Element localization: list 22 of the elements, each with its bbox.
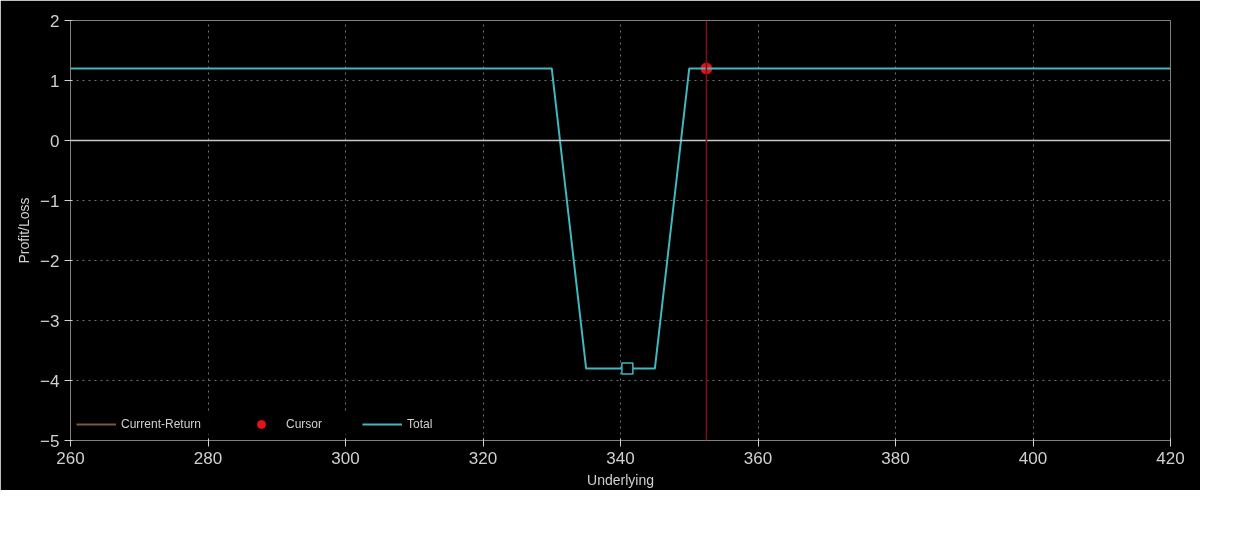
y-tick-label: 0 xyxy=(50,131,60,151)
x-tick-label: 380 xyxy=(881,448,910,468)
y-tick-label: −1 xyxy=(40,191,60,211)
x-axis-title: Underlying xyxy=(587,471,654,488)
x-tick-label: 340 xyxy=(606,448,635,468)
y-tick-label: −4 xyxy=(40,371,60,391)
y-tick-label: 2 xyxy=(50,11,60,31)
x-tick-label: 300 xyxy=(331,448,360,468)
legend-label: Total xyxy=(407,417,433,431)
y-tick-label: −2 xyxy=(40,251,60,271)
y-tick-label: −3 xyxy=(40,311,60,331)
legend-label: Current-Return xyxy=(121,417,202,431)
x-tick-label: 260 xyxy=(56,448,85,468)
x-tick-label: 320 xyxy=(468,448,498,468)
x-tick-label: 400 xyxy=(1018,448,1048,468)
x-tick-label: 280 xyxy=(193,448,223,468)
y-axis-title: Profit/Loss xyxy=(16,197,33,264)
legend-label: Cursor xyxy=(286,417,323,431)
y-tick-label: −5 xyxy=(40,431,60,451)
y-tick-label: 1 xyxy=(50,71,60,91)
x-tick-label: 420 xyxy=(1156,448,1185,468)
x-tick-label: 360 xyxy=(743,448,773,468)
